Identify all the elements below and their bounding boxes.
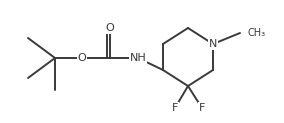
Text: CH₃: CH₃ <box>247 28 265 38</box>
Text: NH: NH <box>130 53 146 63</box>
Text: O: O <box>106 23 114 33</box>
Text: F: F <box>172 103 178 113</box>
Text: O: O <box>78 53 86 63</box>
Text: F: F <box>199 103 205 113</box>
Text: N: N <box>209 39 217 49</box>
